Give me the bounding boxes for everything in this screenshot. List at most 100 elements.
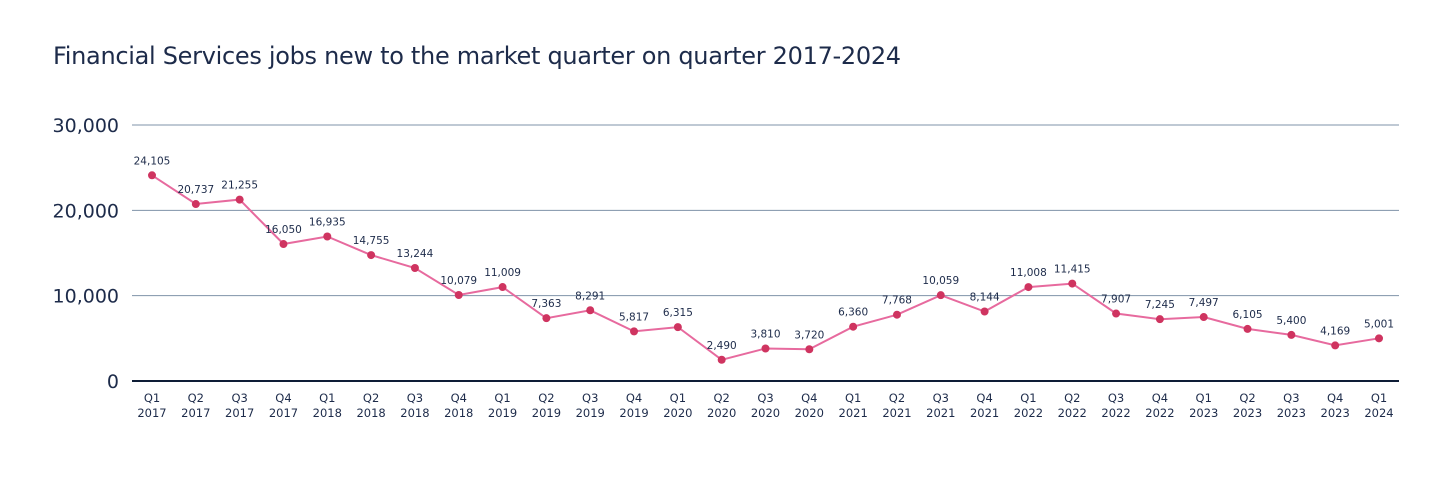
data-label: 7,907 [1101,294,1131,306]
x-tick-label-year: 2019 [619,406,648,420]
data-point [936,291,945,300]
x-tick-label-quarter: Q3 [231,391,247,405]
chart-title: Financial Services jobs new to the marke… [53,42,901,70]
data-label: 14,755 [353,235,390,247]
x-tick-label-quarter: Q1 [319,391,335,405]
x-tick-label-year: 2017 [269,406,298,420]
data-label: 10,059 [922,275,959,287]
y-tick-label: 10,000 [53,286,119,308]
data-label: 7,497 [1189,297,1219,309]
data-point [410,263,419,272]
data-label: 8,144 [970,292,1000,304]
x-tick-label-year: 2020 [751,406,780,420]
data-label: 16,050 [265,224,302,236]
y-tick-label: 30,000 [53,115,119,137]
data-point [1199,313,1208,322]
x-tick-label-quarter: Q1 [845,391,861,405]
x-tick-label-year: 2023 [1189,406,1218,420]
x-tick-label-year: 2020 [707,406,736,420]
x-tick-label-year: 2019 [576,406,605,420]
x-tick-label-quarter: Q2 [1239,391,1255,405]
x-tick-label-quarter: Q2 [363,391,379,405]
x-tick-label-year: 2018 [313,406,342,420]
data-labels: 24,105 20,737 21,255 16,050 16,935 14,755 13,2… [134,155,1394,351]
data-point [191,200,200,209]
x-tick-label-year: 2021 [970,406,999,420]
x-tick-label-quarter: Q4 [626,391,642,405]
data-point [1024,283,1033,292]
x-tick-label-quarter: Q1 [144,391,160,405]
x-tick-label-quarter: Q3 [933,391,949,405]
data-label: 11,415 [1054,264,1091,276]
data-point [892,310,901,319]
data-label: 5,400 [1276,315,1306,327]
data-label: 10,079 [440,275,477,287]
data-point [1287,330,1296,339]
x-tick-label-year: 2021 [926,406,955,420]
x-tick-label-quarter: Q1 [1371,391,1387,405]
x-tick-label-year: 2019 [532,406,561,420]
data-label: 7,245 [1145,299,1175,311]
x-tick-label-quarter: Q2 [538,391,554,405]
x-tick-label-year: 2021 [882,406,911,420]
data-label: 7,363 [531,298,561,310]
data-label: 5,817 [619,311,649,323]
data-point [673,323,682,332]
data-point [980,307,989,316]
data-label: 6,105 [1233,309,1263,321]
x-tick-label-year: 2023 [1321,406,1350,420]
data-point [323,232,332,241]
data-point [1243,324,1252,333]
x-tick-label-year: 2024 [1364,406,1393,420]
data-point [1155,315,1164,324]
x-axis-ticks: Q12017Q22017Q32017Q42017Q12018Q22018Q320… [137,391,1393,420]
data-point [148,171,156,180]
x-tick-label-year: 2022 [1101,406,1130,420]
x-tick-label-quarter: Q2 [188,391,204,405]
gridlines [132,124,1399,382]
x-tick-label-quarter: Q4 [275,391,291,405]
data-point [586,306,595,315]
x-tick-label-year: 2022 [1014,406,1043,420]
x-tick-label-year: 2021 [839,406,868,420]
data-point [630,327,639,336]
x-tick-label-quarter: Q3 [757,391,773,405]
data-label: 4,169 [1320,325,1350,337]
data-point [367,251,376,260]
data-point [1068,279,1077,288]
data-point [1331,341,1340,350]
x-tick-label-quarter: Q4 [976,391,992,405]
data-point [761,344,770,353]
data-label: 3,720 [794,329,824,341]
data-point [498,283,507,292]
x-tick-label-year: 2018 [444,406,473,420]
y-tick-label: 20,000 [53,200,119,222]
data-point [279,240,288,249]
data-label: 20,737 [177,184,214,196]
x-tick-label-year: 2018 [356,406,385,420]
data-markers [148,171,1383,364]
x-tick-label-quarter: Q1 [1020,391,1036,405]
data-label: 11,009 [484,267,521,279]
y-tick-label: 0 [107,371,119,393]
x-tick-label-year: 2017 [181,406,210,420]
x-tick-label-quarter: Q3 [1108,391,1124,405]
data-label: 13,244 [397,248,434,260]
x-tick-label-quarter: Q2 [713,391,729,405]
x-tick-label-quarter: Q3 [582,391,598,405]
data-label: 2,490 [707,340,737,352]
x-tick-label-year: 2020 [663,406,692,420]
x-tick-label-quarter: Q2 [1064,391,1080,405]
x-tick-label-year: 2022 [1145,406,1174,420]
data-point [235,195,244,204]
x-tick-label-year: 2023 [1277,406,1306,420]
data-label: 8,291 [575,290,605,302]
x-tick-label-year: 2017 [137,406,166,420]
x-tick-label-quarter: Q4 [451,391,467,405]
data-point [1375,334,1383,343]
x-tick-label-year: 2019 [488,406,517,420]
x-tick-label-quarter: Q4 [801,391,817,405]
data-label: 21,255 [221,180,258,192]
x-tick-label-year: 2020 [795,406,824,420]
